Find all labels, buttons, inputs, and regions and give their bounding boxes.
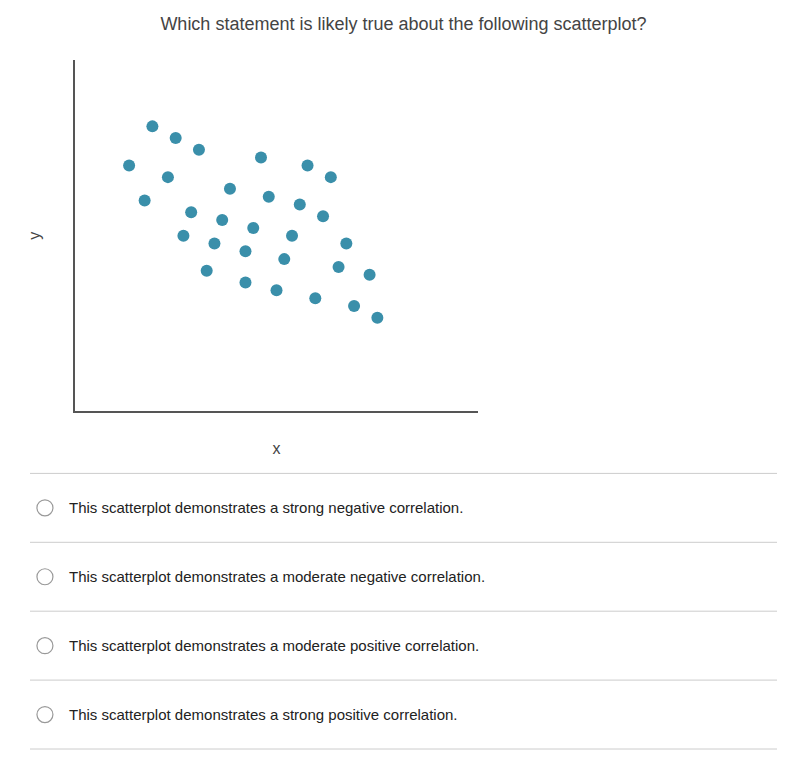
svg-text:x: x xyxy=(273,440,281,457)
svg-text:This scatterplot demonstrates: This scatterplot demonstrates a strong p… xyxy=(69,706,458,723)
svg-text:y: y xyxy=(26,232,43,240)
svg-text:Which statement is likely true: Which statement is likely true about the… xyxy=(160,14,646,34)
svg-text:This scatterplot demonstrates: This scatterplot demonstrates a strong n… xyxy=(69,499,463,516)
svg-text:This scatterplot demonstrates: This scatterplot demonstrates a moderate… xyxy=(69,568,485,585)
svg-text:This scatterplot demonstrates: This scatterplot demonstrates a moderate… xyxy=(69,637,479,654)
